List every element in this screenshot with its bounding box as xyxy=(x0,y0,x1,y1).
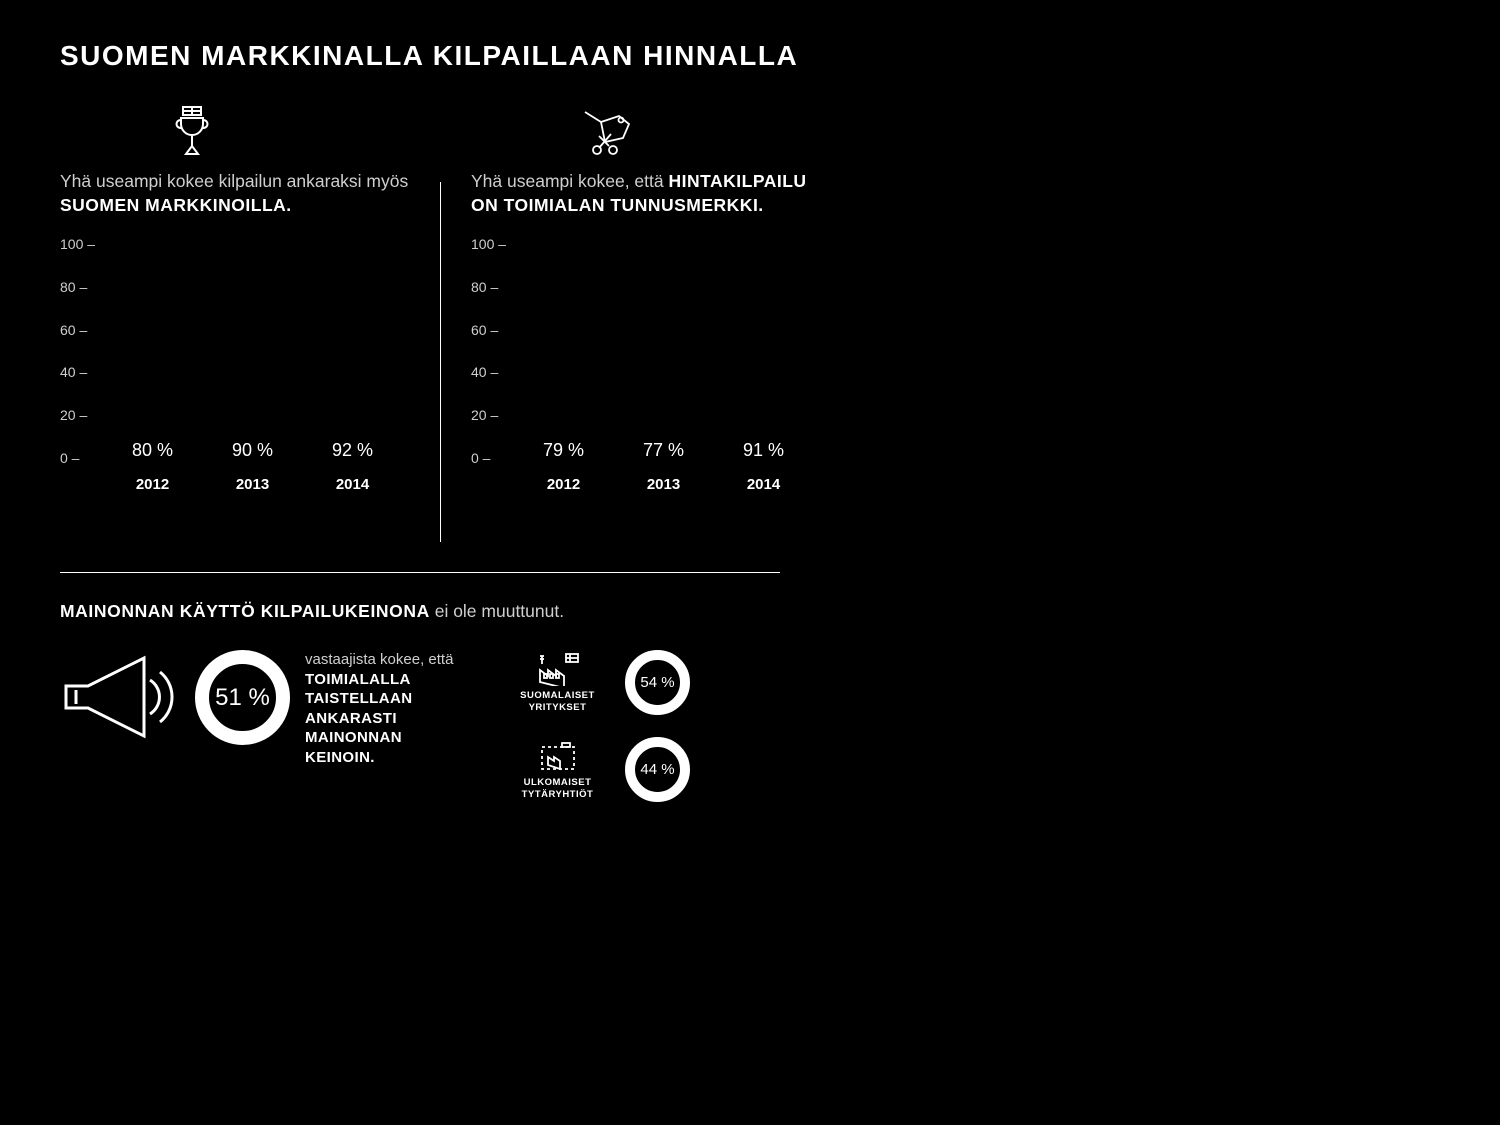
breakdown-label: ULKOMAISET TYTÄRYHTIÖT xyxy=(510,777,605,801)
x-label: 2012 xyxy=(130,476,175,493)
x-label: 2013 xyxy=(230,476,275,493)
x-axis-right: 2012 2013 2014 xyxy=(471,476,821,493)
section2-breakdown: SUOMALAISET YRITYKSET 54 % ULKOMAISET TY… xyxy=(510,650,690,802)
breakdown-label: SUOMALAISET YRITYKSET xyxy=(510,690,605,714)
main-pct-ring: 51 % xyxy=(195,650,290,745)
section2-text-pre: vastaajista kokee, että xyxy=(305,651,453,668)
ytick: 0 – xyxy=(60,450,95,466)
y-axis-right: 100 – 80 – 60 – 40 – 20 – 0 – xyxy=(471,236,506,466)
factory-foreign-icon xyxy=(536,739,580,773)
breakdown-pct: 44 % xyxy=(640,761,674,778)
breakdown-item: ULKOMAISET TYTÄRYHTIÖT 44 % xyxy=(510,737,690,802)
bar-label: 77 % xyxy=(643,440,684,461)
subhead-left-bold: SUOMEN MARKKINOILLA. xyxy=(60,195,292,215)
y-axis-left: 100 – 80 – 60 – 40 – 20 – 0 – xyxy=(60,236,95,466)
x-label: 2014 xyxy=(330,476,375,493)
section2-row: 51 % vastaajista kokee, että TOIMIALALLA… xyxy=(60,650,1440,802)
ytick: 20 – xyxy=(471,407,506,423)
charts-row: Yhä useampi kokee kilpailun ankaraksi my… xyxy=(60,102,1440,542)
x-axis-left: 2012 2013 2014 xyxy=(60,476,440,493)
section2-text-bold: TOIMIALALLA TAISTELLAAN ANKARASTI MAINON… xyxy=(305,671,412,766)
subhead-right-pre: Yhä useampi kokee, että xyxy=(471,171,668,191)
ytick: 100 – xyxy=(471,236,506,252)
subhead-right: Yhä useampi kokee, että HINTAKILPAILU ON… xyxy=(471,170,821,216)
breakdown-pct: 54 % xyxy=(640,674,674,691)
price-tag-scissors-icon xyxy=(471,102,821,162)
subhead-left-pre: Yhä useampi kokee kilpailun ankaraksi my… xyxy=(60,171,408,191)
ytick: 100 – xyxy=(60,236,95,252)
horizontal-divider xyxy=(60,572,780,573)
x-label: 2012 xyxy=(541,476,586,493)
ytick: 40 – xyxy=(60,364,95,380)
megaphone-icon xyxy=(60,650,180,750)
ytick: 60 – xyxy=(60,322,95,338)
bar-label: 80 % xyxy=(132,440,173,461)
section2-text: vastaajista kokee, että TOIMIALALLA TAIS… xyxy=(305,650,465,767)
ytick: 40 – xyxy=(471,364,506,380)
chart-panel-right: Yhä useampi kokee, että HINTAKILPAILU ON… xyxy=(441,102,821,542)
main-pct-value: 51 % xyxy=(215,684,270,712)
trophy-icon xyxy=(60,102,440,162)
breakdown-item: SUOMALAISET YRITYKSET 54 % xyxy=(510,650,690,715)
section2-heading-rest: ei ole muuttunut. xyxy=(430,601,564,621)
section2-heading: MAINONNAN KÄYTTÖ KILPAILUKEINONA ei ole … xyxy=(60,601,1440,622)
x-label: 2014 xyxy=(741,476,786,493)
factory-finnish-icon xyxy=(536,652,580,686)
bar-label: 79 % xyxy=(543,440,584,461)
chart-panel-left: Yhä useampi kokee kilpailun ankaraksi my… xyxy=(60,102,440,542)
breakdown-pct-ring: 44 % xyxy=(625,737,690,802)
x-label: 2013 xyxy=(641,476,686,493)
breakdown-pct-ring: 54 % xyxy=(625,650,690,715)
ytick: 80 – xyxy=(60,279,95,295)
page-title: SUOMEN MARKKINALLA KILPAILLAAN HINNALLA xyxy=(60,40,1440,72)
bar-label: 91 % xyxy=(743,440,784,461)
bar-label: 92 % xyxy=(332,440,373,461)
ytick: 0 – xyxy=(471,450,506,466)
ytick: 60 – xyxy=(471,322,506,338)
ytick: 20 – xyxy=(60,407,95,423)
ytick: 80 – xyxy=(471,279,506,295)
section2-heading-bold: MAINONNAN KÄYTTÖ KILPAILUKEINONA xyxy=(60,601,430,621)
bar-label: 90 % xyxy=(232,440,273,461)
subhead-left: Yhä useampi kokee kilpailun ankaraksi my… xyxy=(60,170,440,216)
bar-chart-left: 100 – 80 – 60 – 40 – 20 – 0 – 80 % 90 % … xyxy=(60,236,440,466)
bar-chart-right: 100 – 80 – 60 – 40 – 20 – 0 – 79 % 77 % … xyxy=(471,236,821,466)
